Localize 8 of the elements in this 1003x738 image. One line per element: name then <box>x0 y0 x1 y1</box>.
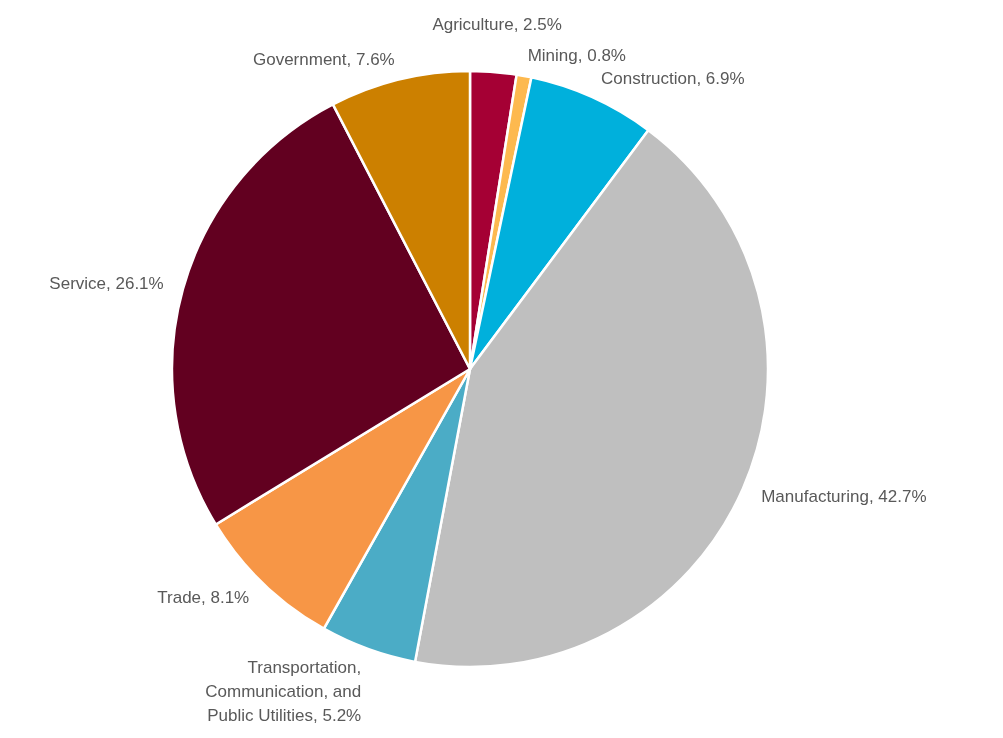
slice-label: Construction, 6.9% <box>600 69 745 89</box>
slice-label: Agriculture, 2.5% <box>432 15 562 35</box>
slice-label: Government, 7.6% <box>252 50 395 70</box>
slice-label: Mining, 0.8% <box>527 46 626 66</box>
slice-label: Trade, 8.1% <box>157 587 250 607</box>
slice-label: Transportation, Communication, and Public Utilities, 5.2% <box>205 657 362 725</box>
slice-label: Service, 26.1% <box>49 273 164 293</box>
slice-label: Manufacturing, 42.7% <box>761 486 927 506</box>
